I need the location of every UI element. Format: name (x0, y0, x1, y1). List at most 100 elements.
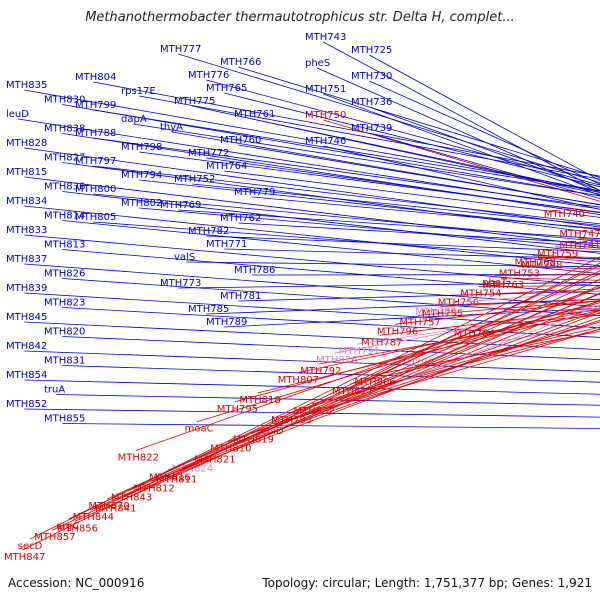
reverse-gene-label: MTH756 (438, 298, 479, 309)
forward-gene-label: MTH750 (305, 110, 346, 121)
forward-leader-line (178, 209, 600, 240)
forward-gene-label: MTH765 (206, 83, 247, 94)
reverse-gene-label: MTH807 (278, 375, 319, 386)
reverse-gene-label: MTH822 (118, 453, 159, 464)
reverse-gene-label: MTH759 (537, 249, 578, 260)
forward-gene-label: MTH823 (44, 298, 85, 309)
forward-leader-line (62, 104, 600, 197)
forward-leader-line (139, 207, 600, 249)
reverse-leader-line (74, 284, 600, 522)
reverse-gene-label: MTH792 (300, 366, 341, 377)
reverse-gene-label: MTH780 (415, 306, 456, 317)
forward-gene-label: MTH820 (44, 327, 85, 338)
forward-leader-line (24, 205, 600, 267)
forward-leader-line (238, 290, 600, 302)
forward-gene-label: MTH842 (6, 341, 47, 352)
forward-gene-label: MTH814 (44, 211, 85, 222)
forward-gene-label: MTH739 (351, 123, 392, 134)
forward-gene-label: dapA (121, 114, 147, 125)
forward-leader-line (62, 162, 600, 235)
forward-leader-line (62, 191, 600, 254)
forward-leader-line (224, 170, 600, 218)
forward-gene-label: MTH773 (160, 278, 201, 289)
reverse-gene-label: MTH844 (73, 512, 114, 523)
forward-leader-line (178, 53, 600, 184)
forward-leader-line (24, 176, 600, 247)
forward-gene-label: MTH833 (6, 225, 47, 236)
reverse-leader-line (29, 256, 600, 540)
forward-gene-label: MTH771 (206, 239, 247, 250)
forward-gene-label: MTH775 (174, 96, 215, 107)
reverse-gene-label: MTH763 (483, 280, 524, 291)
forward-leader-line (62, 423, 600, 429)
reverse-leader-line (234, 302, 600, 403)
reverse-gene-label: MTH791 (339, 346, 380, 357)
reverse-gene-label: MTH847 (4, 552, 45, 563)
reverse-gene-label: MTH811 (156, 475, 197, 486)
reverse-leader-line (295, 308, 600, 374)
forward-leader-line (139, 179, 600, 231)
forward-leader-line (238, 144, 600, 206)
reverse-leader-line (273, 328, 600, 425)
reverse-leader-line (68, 264, 600, 520)
reverse-leader-line (250, 319, 600, 434)
reverse-leader-line (410, 324, 600, 356)
reverse-gene-label: MTH812 (133, 483, 174, 494)
forward-gene-label: MTH762 (220, 213, 261, 224)
forward-gene-label: MTH800 (75, 184, 116, 195)
forward-leader-line (206, 79, 600, 186)
forward-leader-line (62, 365, 600, 383)
forward-gene-label: MTH802 (121, 198, 162, 209)
forward-leader-line (369, 80, 600, 185)
forward-gene-label: MTH788 (75, 128, 116, 139)
reverse-gene-label: MTH821 (194, 455, 235, 466)
forward-gene-label: MTH751 (305, 84, 346, 95)
reverse-gene-label: MTH747 (559, 229, 600, 240)
forward-leader-line (252, 274, 600, 276)
reverse-leader-line (212, 316, 600, 454)
forward-leader-line (224, 307, 600, 328)
forward-leader-line (238, 222, 600, 244)
forward-leader-line (18, 118, 600, 210)
forward-gene-label: MTH789 (206, 317, 247, 328)
forward-gene-label: MTH725 (351, 45, 392, 56)
reverse-gene-label: MTH784 (454, 329, 495, 340)
reverse-gene-label: MTH857 (34, 532, 75, 543)
reverse-leader-line (135, 286, 600, 451)
forward-leader-line (139, 151, 600, 213)
forward-leader-line (24, 234, 600, 287)
forward-gene-label: MTH836 (44, 182, 85, 193)
forward-gene-label: MTH798 (121, 142, 162, 153)
reverse-gene-label: MTH787 (361, 337, 402, 348)
forward-gene-label: MTH830 (44, 95, 85, 106)
forward-leader-line (238, 66, 600, 178)
forward-leader-line (24, 321, 600, 351)
reverse-gene-label: MTH843 (111, 492, 152, 503)
reverse-leader-line (372, 330, 600, 376)
forward-gene-label: MTH752 (174, 174, 215, 185)
forward-leader-line (62, 278, 600, 317)
reverse-gene-label: MTH768 (515, 258, 556, 269)
accession-text: Accession: NC_000916 (8, 576, 145, 590)
forward-gene-label: MTH786 (234, 265, 275, 276)
forward-gene-label: MTH766 (220, 57, 261, 68)
reverse-gene-label: MTH741 (559, 240, 600, 251)
reverse-gene-label: MTH824 (172, 464, 213, 475)
forward-leader-line (369, 54, 600, 181)
forward-gene-label: MTH746 (305, 136, 346, 147)
forward-gene-label: MTH838 (44, 124, 85, 135)
forward-leader-line (24, 379, 600, 395)
forward-gene-label: MTH854 (6, 370, 47, 381)
forward-gene-label: MTH815 (6, 167, 47, 178)
forward-gene-label: valS (174, 252, 195, 263)
reverse-gene-label: MTH826 (316, 355, 357, 366)
reverse-gene-label: secD (18, 541, 43, 552)
reverse-gene-label: pheT (482, 278, 508, 289)
forward-gene-label: MTH855 (44, 414, 85, 425)
forward-gene-label: MTH730 (351, 71, 392, 82)
forward-gene-label: leuD (6, 109, 29, 120)
forward-gene-label: MTH799 (75, 100, 116, 111)
forward-gene-label: MTH835 (6, 80, 47, 91)
forward-leader-line (206, 235, 600, 253)
forward-leader-line (133, 123, 600, 197)
